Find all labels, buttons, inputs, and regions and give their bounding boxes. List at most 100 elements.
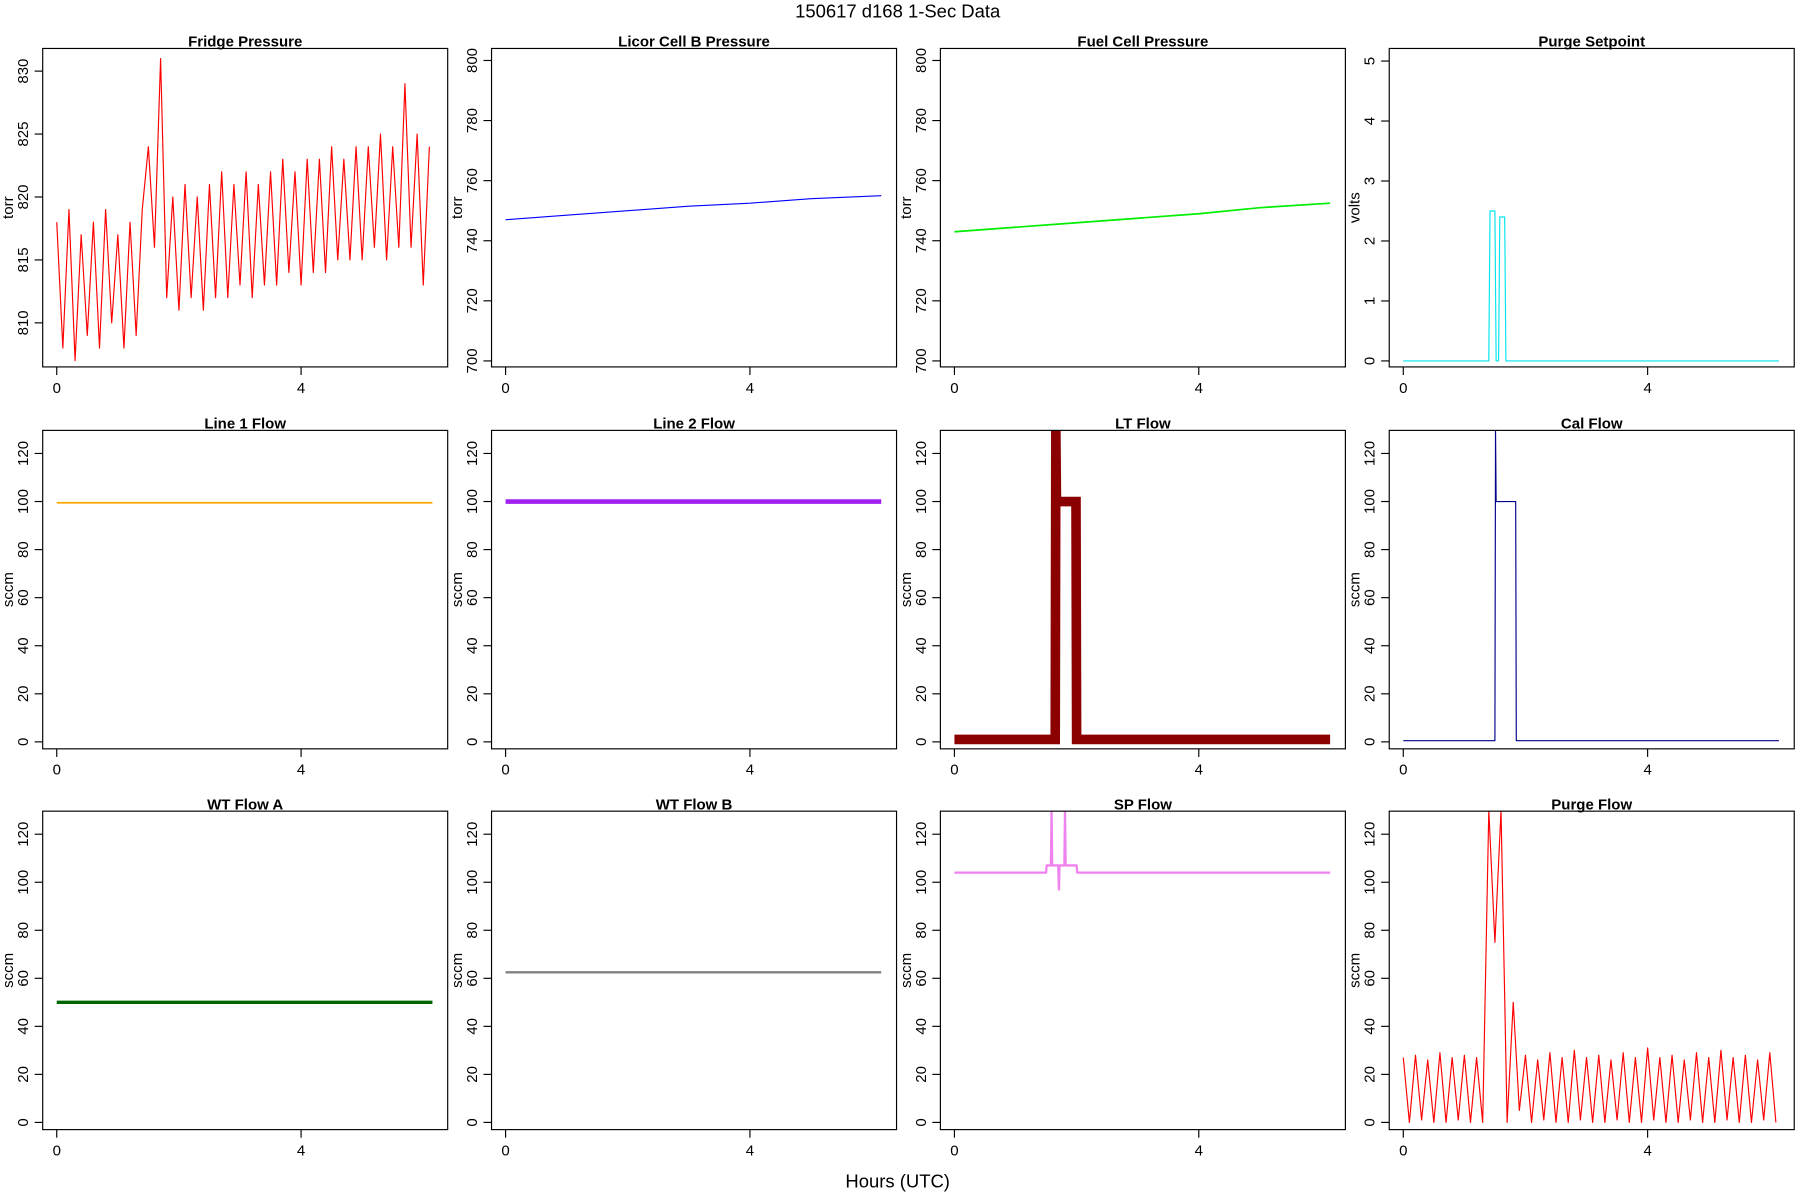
panel-title: Cal Flow — [1561, 416, 1623, 433]
y-tick-label: 80 — [15, 922, 32, 939]
panel: SP Flow 0 20 40 60 80 100 120 sccm 0 4 — [898, 796, 1346, 1160]
x-tick-label: 4 — [1195, 380, 1203, 397]
y-tick-label: 40 — [464, 637, 481, 654]
panel-title: Fuel Cell Pressure — [1077, 34, 1208, 51]
y-tick-label: 0 — [15, 738, 32, 746]
panel: Fridge Pressure 810 815 820 825 830 torr 0 4 — [0, 34, 449, 397]
y-tick-label: 1 — [1362, 297, 1379, 305]
y-tick-label: 80 — [913, 541, 930, 558]
panel: Licor Cell B Pressure 700 720 740 760 780 800 t… — [449, 34, 898, 397]
x-tick-label: 4 — [297, 380, 305, 397]
plot-frame — [490, 47, 898, 368]
x-tick-label: 4 — [1195, 1143, 1203, 1160]
y-tick-label: 100 — [464, 489, 481, 514]
panel: Line 2 Flow 0 20 40 60 80 100 120 sccm 0 4 — [449, 416, 898, 779]
x-tick-label: 4 — [746, 762, 754, 779]
y-tick-label: 800 — [913, 48, 930, 73]
y-tick-label: 20 — [15, 1066, 32, 1083]
y-tick-label: 60 — [464, 970, 481, 987]
x-tick-label: 4 — [1643, 380, 1651, 397]
y-tick-label: 80 — [464, 922, 481, 939]
x-tick-label: 4 — [1643, 1143, 1651, 1160]
y-tick-label: 120 — [464, 822, 481, 847]
y-tick-label: 700 — [464, 348, 481, 373]
y-tick-label: 60 — [913, 589, 930, 606]
x-tick-label: 0 — [53, 1143, 61, 1160]
x-tick-label: 0 — [950, 762, 958, 779]
plot-area — [505, 195, 882, 221]
panel-title: Line 1 Flow — [204, 416, 286, 433]
plot-frame — [939, 810, 1346, 1131]
y-tick-label: 60 — [1362, 589, 1379, 606]
y-tick-label: 780 — [913, 108, 930, 133]
y-axis-label: torr — [898, 196, 915, 219]
y-tick-label: 740 — [464, 228, 481, 253]
data-line — [954, 430, 1331, 741]
y-axis-label: sccm — [0, 953, 17, 988]
y-tick-label: 60 — [15, 589, 32, 606]
y-tick-label: 100 — [1362, 870, 1379, 895]
x-tick-label: 0 — [53, 762, 61, 779]
y-tick-label: 40 — [913, 1018, 930, 1035]
plot-frame — [42, 810, 449, 1131]
y-tick-label: 60 — [1362, 970, 1379, 987]
x-tick-label: 4 — [1643, 762, 1651, 779]
y-tick-label: 720 — [464, 288, 481, 313]
plot-area — [954, 430, 1331, 745]
y-tick-label: 100 — [15, 870, 32, 895]
panel: Fuel Cell Pressure 700 720 740 760 780 800 torr… — [898, 34, 1346, 397]
y-tick-label: 120 — [1362, 822, 1379, 847]
y-tick-label: 60 — [464, 589, 481, 606]
y-tick-label: 830 — [15, 59, 32, 84]
data-line — [1402, 811, 1777, 1123]
y-tick-label: 0 — [464, 1118, 481, 1126]
y-tick-label: 120 — [464, 441, 481, 466]
y-axis-label: sccm — [1347, 953, 1364, 988]
panel-title: Line 2 Flow — [653, 416, 735, 433]
y-tick-label: 100 — [913, 870, 930, 895]
y-tick-label: 80 — [464, 541, 481, 558]
y-tick-label: 20 — [913, 1066, 930, 1083]
y-tick-label: 100 — [15, 489, 32, 514]
plot-area — [1403, 430, 1779, 742]
y-tick-label: 80 — [913, 922, 930, 939]
data-line — [954, 202, 1331, 233]
y-tick-label: 20 — [15, 685, 32, 702]
y-axis-label: sccm — [898, 572, 915, 607]
figure-title: 150617 d168 1-Sec Data — [795, 1, 1001, 22]
data-line — [1403, 210, 1779, 362]
data-line — [1403, 430, 1779, 742]
plot-frame — [490, 429, 898, 750]
y-tick-label: 20 — [464, 685, 481, 702]
panel-title: WT Flow A — [207, 796, 283, 813]
y-tick-label: 810 — [15, 310, 32, 335]
panel: WT Flow A 0 20 40 60 80 100 120 sccm 0 4 — [0, 796, 449, 1160]
y-tick-label: 4 — [1362, 117, 1379, 125]
panel-title: Fridge Pressure — [188, 34, 302, 51]
y-axis-label: sccm — [449, 572, 466, 607]
y-tick-label: 80 — [15, 541, 32, 558]
y-tick-label: 120 — [913, 822, 930, 847]
y-tick-label: 120 — [15, 441, 32, 466]
y-tick-label: 80 — [1362, 922, 1379, 939]
y-tick-label: 700 — [913, 348, 930, 373]
y-tick-label: 40 — [15, 1018, 32, 1035]
panel-title: Licor Cell B Pressure — [618, 34, 770, 51]
x-tick-label: 4 — [746, 380, 754, 397]
y-tick-label: 0 — [1362, 738, 1379, 746]
x-tick-label: 0 — [53, 380, 61, 397]
y-tick-label: 60 — [15, 970, 32, 987]
y-tick-label: 100 — [1362, 489, 1379, 514]
panel: Purge Flow 0 20 40 60 80 100 120 sccm 0 4 — [1347, 796, 1795, 1160]
y-tick-label: 800 — [464, 48, 481, 73]
y-tick-label: 815 — [15, 247, 32, 272]
panel: Cal Flow 0 20 40 60 80 100 120 sccm 0 4 — [1347, 416, 1795, 779]
plot-area — [1403, 210, 1779, 362]
y-tick-label: 20 — [1362, 1066, 1379, 1083]
y-tick-label: 825 — [15, 122, 32, 147]
data-line — [56, 57, 430, 362]
y-tick-label: 0 — [464, 738, 481, 746]
